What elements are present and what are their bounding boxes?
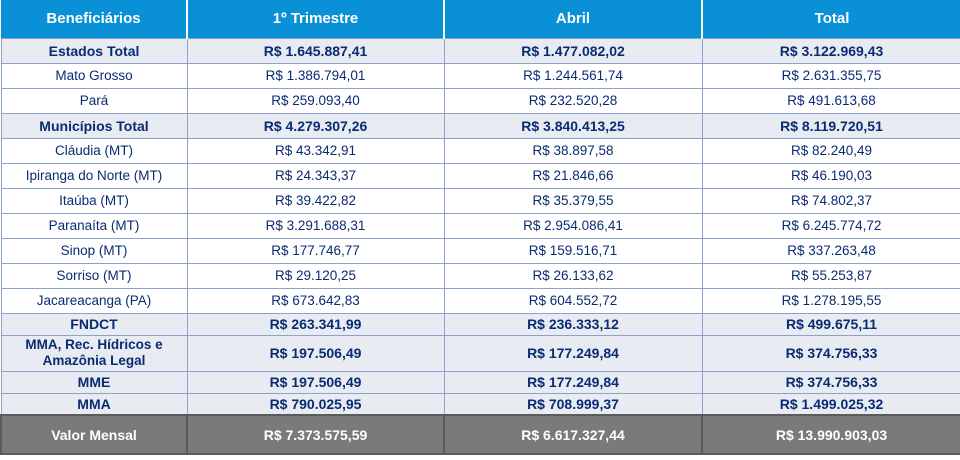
table-row-estados-total: Estados Total R$ 1.645.887,41 R$ 1.477.0… [0, 37, 960, 64]
cell-total: R$ 491.613,68 [701, 87, 960, 114]
cell-abril: R$ 177.249,84 [443, 370, 703, 394]
cell-abril: R$ 159.516,71 [443, 237, 703, 264]
cell-abril: R$ 26.133,62 [443, 262, 703, 289]
cell-total: R$ 82.240,49 [701, 137, 960, 164]
row-label: Ipiranga do Norte (MT) [0, 162, 188, 189]
cell-total: R$ 374.756,33 [701, 334, 960, 372]
cell-total: R$ 337.263,48 [701, 237, 960, 264]
table-row-paranaita: Paranaíta (MT) R$ 3.291.688,31 R$ 2.954.… [0, 212, 960, 239]
cell-abril: R$ 38.897,58 [443, 137, 703, 164]
table-row-ipiranga-do-norte: Ipiranga do Norte (MT) R$ 24.343,37 R$ 2… [0, 162, 960, 189]
table-row-mme: MME R$ 197.506,49 R$ 177.249,84 R$ 374.7… [0, 370, 960, 394]
cell-abril: R$ 2.954.086,41 [443, 212, 703, 239]
cell-1o-trimestre: R$ 263.341,99 [186, 312, 445, 336]
cell-total: R$ 74.802,37 [701, 187, 960, 214]
row-label: FNDCT [0, 312, 188, 336]
cell-abril: R$ 232.520,28 [443, 87, 703, 114]
table-row-mma: MMA R$ 790.025,95 R$ 708.999,37 R$ 1.499… [0, 392, 960, 416]
cell-abril: R$ 236.333,12 [443, 312, 703, 336]
cell-1o-trimestre: R$ 39.422,82 [186, 187, 445, 214]
cell-abril: R$ 6.617.327,44 [443, 414, 703, 455]
cell-1o-trimestre: R$ 259.093,40 [186, 87, 445, 114]
cell-1o-trimestre: R$ 1.386.794,01 [186, 62, 445, 89]
table-row-sinop: Sinop (MT) R$ 177.746,77 R$ 159.516,71 R… [0, 237, 960, 264]
table-row-sorriso: Sorriso (MT) R$ 29.120,25 R$ 26.133,62 R… [0, 262, 960, 289]
cell-abril: R$ 1.244.561,74 [443, 62, 703, 89]
cell-1o-trimestre: R$ 1.645.887,41 [186, 37, 445, 64]
table-row-fndct: FNDCT R$ 263.341,99 R$ 236.333,12 R$ 499… [0, 312, 960, 336]
table-row-municipios-total: Municípios Total R$ 4.279.307,26 R$ 3.84… [0, 112, 960, 139]
row-label: MMA [0, 392, 188, 416]
cell-abril: R$ 3.840.413,25 [443, 112, 703, 139]
row-label: Estados Total [0, 37, 188, 64]
cell-1o-trimestre: R$ 3.291.688,31 [186, 212, 445, 239]
table-header-row: Beneficiários 1º Trimestre Abril Total [1, 0, 960, 38]
row-label: Cláudia (MT) [0, 137, 188, 164]
cell-1o-trimestre: R$ 4.279.307,26 [186, 112, 445, 139]
row-label: Paranaíta (MT) [0, 212, 188, 239]
row-label: Valor Mensal [0, 414, 188, 455]
row-label: MMA, Rec. Hídricos e Amazônia Legal [0, 334, 188, 372]
cell-abril: R$ 21.846,66 [443, 162, 703, 189]
row-label: Sorriso (MT) [0, 262, 188, 289]
table-row-mma-rec-hidricos: MMA, Rec. Hídricos e Amazônia Legal R$ 1… [0, 334, 960, 372]
cell-1o-trimestre: R$ 673.642,83 [186, 287, 445, 314]
cell-total: R$ 6.245.774,72 [701, 212, 960, 239]
row-label: Sinop (MT) [0, 237, 188, 264]
cell-total: R$ 13.990.903,03 [701, 414, 960, 455]
cell-abril: R$ 1.477.082,02 [443, 37, 703, 64]
table-row-para: Pará R$ 259.093,40 R$ 232.520,28 R$ 491.… [0, 87, 960, 114]
table-row-jacareacanga: Jacareacanga (PA) R$ 673.642,83 R$ 604.5… [0, 287, 960, 314]
header-1o-trimestre: 1º Trimestre [187, 0, 445, 38]
header-total: Total [702, 0, 960, 38]
cell-1o-trimestre: R$ 790.025,95 [186, 392, 445, 416]
header-abril: Abril [444, 0, 703, 38]
cell-total: R$ 55.253,87 [701, 262, 960, 289]
cell-total: R$ 8.119.720,51 [701, 112, 960, 139]
row-label: Pará [0, 87, 188, 114]
table-row-claudia: Cláudia (MT) R$ 43.342,91 R$ 38.897,58 R… [0, 137, 960, 164]
cell-1o-trimestre: R$ 7.373.575,59 [186, 414, 445, 455]
cell-1o-trimestre: R$ 197.506,49 [186, 334, 445, 372]
row-label: Municípios Total [0, 112, 188, 139]
row-label: Itaúba (MT) [0, 187, 188, 214]
cell-abril: R$ 708.999,37 [443, 392, 703, 416]
cell-1o-trimestre: R$ 197.506,49 [186, 370, 445, 394]
cell-1o-trimestre: R$ 43.342,91 [186, 137, 445, 164]
cell-total: R$ 2.631.355,75 [701, 62, 960, 89]
header-beneficiarios: Beneficiários [1, 0, 188, 38]
table-row-valor-mensal: Valor Mensal R$ 7.373.575,59 R$ 6.617.32… [0, 414, 960, 455]
cell-total: R$ 1.278.195,55 [701, 287, 960, 314]
cell-total: R$ 374.756,33 [701, 370, 960, 394]
cell-total: R$ 46.190,03 [701, 162, 960, 189]
cell-abril: R$ 35.379,55 [443, 187, 703, 214]
cell-1o-trimestre: R$ 24.343,37 [186, 162, 445, 189]
table-row-itauba: Itaúba (MT) R$ 39.422,82 R$ 35.379,55 R$… [0, 187, 960, 214]
cell-1o-trimestre: R$ 29.120,25 [186, 262, 445, 289]
cell-total: R$ 1.499.025,32 [701, 392, 960, 416]
cell-total: R$ 499.675,11 [701, 312, 960, 336]
cell-1o-trimestre: R$ 177.746,77 [186, 237, 445, 264]
row-label: MME [0, 370, 188, 394]
cell-abril: R$ 177.249,84 [443, 334, 703, 372]
row-label: Mato Grosso [0, 62, 188, 89]
cell-total: R$ 3.122.969,43 [701, 37, 960, 64]
cell-abril: R$ 604.552,72 [443, 287, 703, 314]
row-label: Jacareacanga (PA) [0, 287, 188, 314]
table-row-mato-grosso: Mato Grosso R$ 1.386.794,01 R$ 1.244.561… [0, 62, 960, 89]
